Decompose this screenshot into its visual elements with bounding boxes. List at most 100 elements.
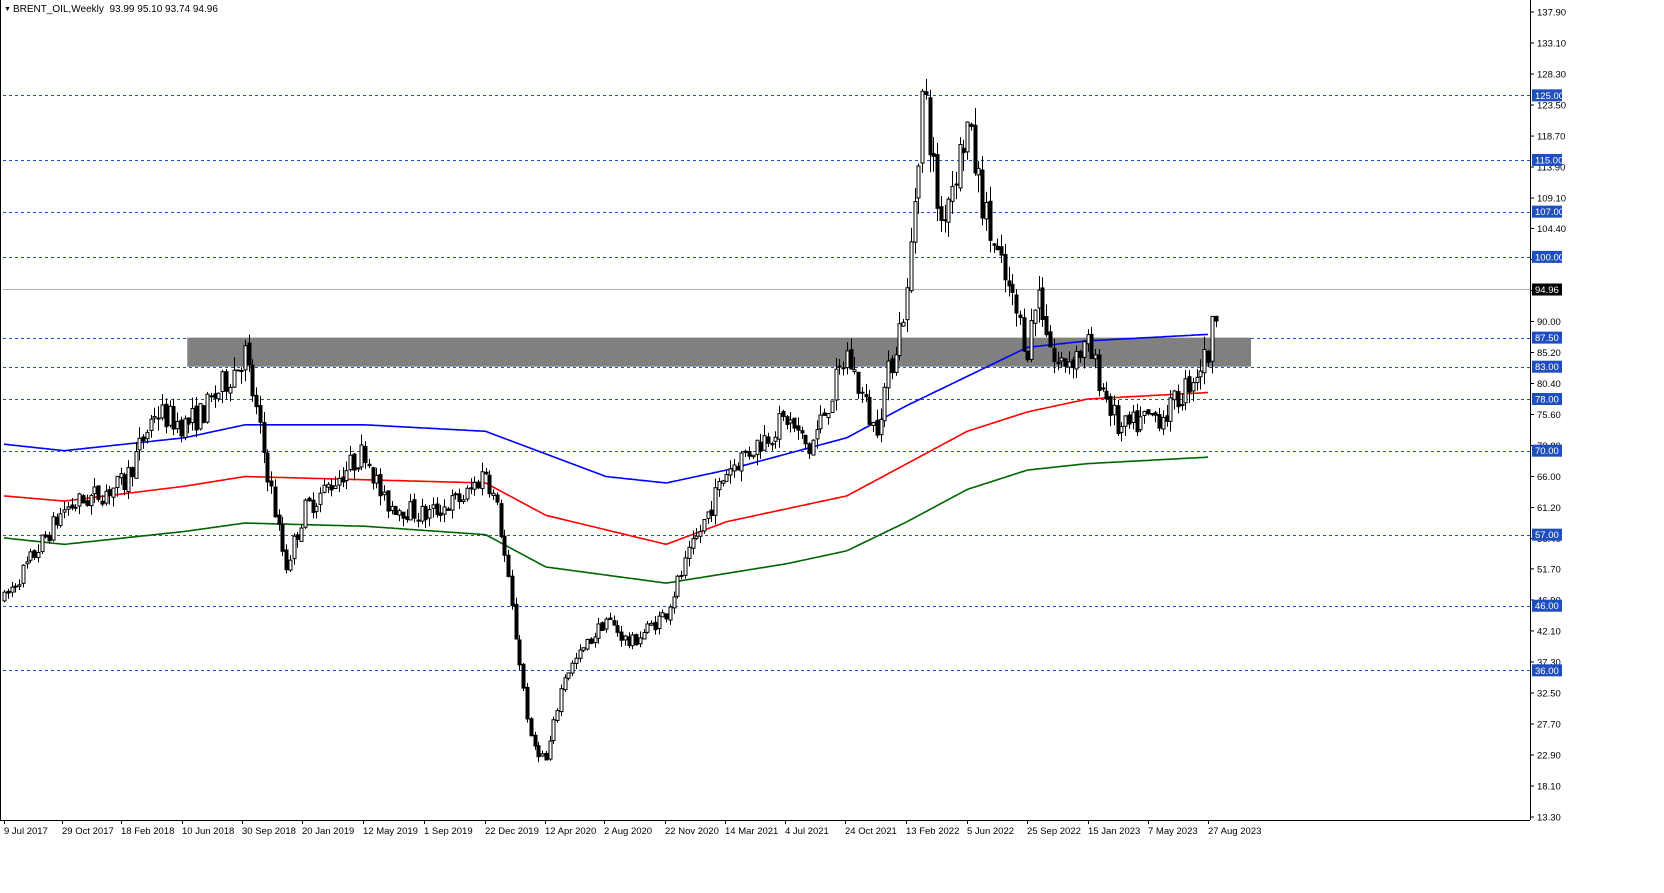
candle[interactable]	[732, 458, 737, 478]
candle[interactable]	[446, 506, 451, 511]
candle[interactable]	[1097, 348, 1102, 397]
candle[interactable]	[401, 511, 406, 527]
level-label-box[interactable]	[1532, 89, 1562, 102]
candle[interactable]	[683, 550, 688, 579]
candle[interactable]	[1078, 349, 1083, 363]
candle[interactable]	[1180, 393, 1185, 411]
candle[interactable]	[126, 460, 131, 500]
level-label-box[interactable]	[1532, 392, 1562, 405]
candle[interactable]	[916, 163, 921, 214]
candle[interactable]	[1089, 326, 1094, 359]
candle[interactable]	[292, 533, 297, 565]
level-label-box[interactable]	[1532, 360, 1562, 373]
candle[interactable]	[1161, 410, 1166, 436]
candle[interactable]	[423, 504, 428, 529]
candle[interactable]	[438, 504, 443, 522]
candle[interactable]	[845, 342, 850, 375]
candle[interactable]	[954, 171, 959, 200]
candle[interactable]	[525, 683, 530, 723]
candle[interactable]	[186, 417, 191, 434]
candle[interactable]	[890, 355, 895, 380]
candle[interactable]	[506, 549, 511, 578]
candle[interactable]	[563, 674, 568, 693]
candle[interactable]	[239, 367, 244, 384]
candle[interactable]	[85, 494, 90, 507]
candle[interactable]	[762, 424, 767, 451]
candle[interactable]	[807, 442, 812, 460]
candle[interactable]	[581, 647, 586, 653]
candle[interactable]	[920, 89, 925, 173]
candle[interactable]	[788, 411, 793, 433]
candle[interactable]	[709, 500, 714, 523]
candle[interactable]	[314, 503, 319, 519]
candle[interactable]	[1195, 368, 1200, 391]
candle[interactable]	[262, 412, 267, 464]
candle[interactable]	[442, 499, 447, 523]
candle[interactable]	[1142, 410, 1147, 424]
candle[interactable]	[1101, 383, 1106, 392]
candle[interactable]	[905, 277, 910, 333]
candle[interactable]	[115, 475, 120, 497]
candle[interactable]	[73, 504, 78, 512]
candle[interactable]	[800, 426, 805, 440]
candle[interactable]	[728, 460, 733, 484]
candle[interactable]	[1191, 378, 1196, 402]
candle[interactable]	[939, 195, 944, 233]
candle[interactable]	[886, 350, 891, 401]
candle[interactable]	[811, 439, 816, 456]
candle[interactable]	[1108, 393, 1113, 427]
candle[interactable]	[111, 487, 116, 507]
dropdown-triangle-icon[interactable]: ▼	[4, 6, 11, 13]
candle[interactable]	[1044, 304, 1049, 337]
candle[interactable]	[770, 441, 775, 451]
candle[interactable]	[21, 564, 26, 588]
candle[interactable]	[796, 417, 801, 440]
current-price-label-box[interactable]	[1532, 283, 1562, 296]
candle[interactable]	[608, 612, 613, 621]
candle[interactable]	[1014, 289, 1019, 327]
candle[interactable]	[555, 708, 560, 723]
candle[interactable]	[77, 492, 82, 515]
candle[interactable]	[672, 591, 677, 614]
candle[interactable]	[220, 369, 225, 404]
candle[interactable]	[1082, 340, 1087, 369]
candle[interactable]	[329, 479, 334, 497]
candle[interactable]	[1210, 315, 1215, 374]
candle[interactable]	[593, 632, 598, 648]
candle[interactable]	[615, 620, 620, 637]
candle[interactable]	[1176, 384, 1181, 414]
candle[interactable]	[194, 397, 199, 438]
level-label-box[interactable]	[1532, 599, 1562, 612]
candle[interactable]	[344, 461, 349, 489]
candle[interactable]	[585, 638, 590, 651]
candle[interactable]	[969, 122, 974, 131]
candle[interactable]	[367, 459, 372, 469]
candle[interactable]	[894, 346, 899, 376]
candle[interactable]	[457, 488, 462, 510]
candle[interactable]	[570, 660, 575, 677]
candle[interactable]	[913, 188, 918, 254]
candle[interactable]	[1119, 422, 1124, 442]
candle[interactable]	[359, 434, 364, 470]
candle[interactable]	[867, 389, 872, 426]
candle[interactable]	[871, 421, 876, 433]
candle[interactable]	[243, 339, 248, 382]
candle[interactable]	[356, 467, 361, 472]
candle[interactable]	[931, 137, 936, 172]
candle[interactable]	[337, 470, 342, 492]
candle[interactable]	[578, 644, 583, 663]
candle[interactable]	[152, 407, 157, 424]
level-label-box[interactable]	[1532, 153, 1562, 166]
candle[interactable]	[40, 534, 45, 555]
level-label-box[interactable]	[1532, 205, 1562, 218]
candle[interactable]	[107, 485, 112, 505]
candle[interactable]	[382, 485, 387, 501]
candle[interactable]	[1040, 277, 1045, 327]
candle[interactable]	[1112, 395, 1117, 426]
candle[interactable]	[499, 499, 504, 539]
candle[interactable]	[574, 652, 579, 670]
candle[interactable]	[92, 478, 97, 503]
candle[interactable]	[28, 548, 33, 564]
moving-average-red[interactable]	[3, 391, 1209, 546]
